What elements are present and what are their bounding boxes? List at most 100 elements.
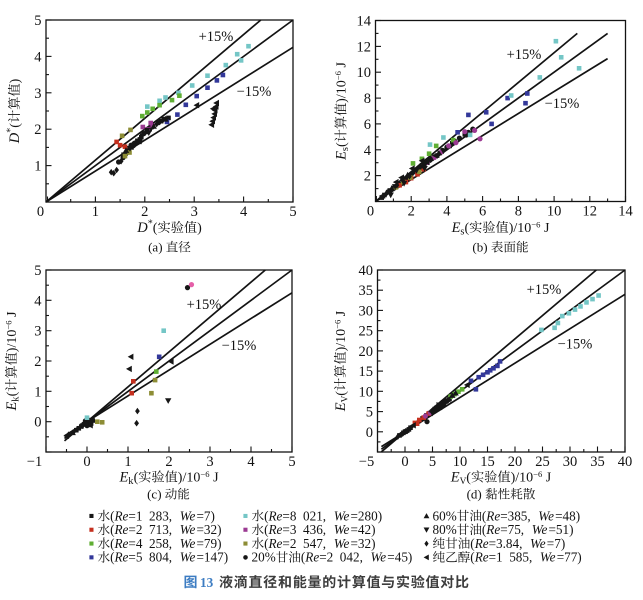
svg-text:14: 14 xyxy=(357,14,372,30)
svg-text:(: ( xyxy=(153,221,158,236)
svg-text:−6: −6 xyxy=(3,320,13,330)
svg-text:0: 0 xyxy=(34,415,41,431)
svg-text:12: 12 xyxy=(357,39,372,55)
svg-text:5: 5 xyxy=(289,204,296,220)
svg-text:14: 14 xyxy=(618,204,633,220)
svg-text:12: 12 xyxy=(583,204,598,220)
svg-text:−6: −6 xyxy=(531,219,541,229)
svg-text:J: J xyxy=(542,471,552,486)
svg-text:=5 804,: =5 804, xyxy=(128,550,172,565)
svg-text:Re: Re xyxy=(114,536,129,551)
svg-text:J: J xyxy=(210,471,220,486)
svg-text:20%: 20% xyxy=(252,550,276,565)
svg-text:0: 0 xyxy=(83,454,90,470)
svg-text:E: E xyxy=(333,402,349,412)
svg-text:Re: Re xyxy=(268,508,283,523)
svg-text:1: 1 xyxy=(92,204,99,220)
svg-text:=1 585,: =1 585, xyxy=(489,550,533,565)
svg-text:+15%: +15% xyxy=(199,29,234,45)
svg-text:35: 35 xyxy=(590,454,605,470)
svg-text:=8 021,: =8 021, xyxy=(282,508,326,523)
svg-text:3: 3 xyxy=(34,324,41,340)
svg-text:)/10: )/10 xyxy=(509,221,532,236)
svg-text:40: 40 xyxy=(618,454,633,470)
svg-text:4: 4 xyxy=(34,49,42,65)
svg-text:+15%: +15% xyxy=(507,47,542,63)
svg-text:)/10: )/10 xyxy=(511,471,534,486)
svg-text:20: 20 xyxy=(359,344,374,360)
svg-text:)/10: )/10 xyxy=(178,471,201,486)
svg-text:−5: −5 xyxy=(359,454,374,470)
svg-text:(: ( xyxy=(470,550,474,565)
svg-text:=2 042,: =2 042, xyxy=(319,550,363,565)
svg-text:(: ( xyxy=(110,508,114,523)
svg-text:2: 2 xyxy=(364,169,371,185)
svg-text:3: 3 xyxy=(206,454,213,470)
svg-text:We: We xyxy=(532,522,548,537)
svg-text:5: 5 xyxy=(288,454,295,470)
svg-text:=3.84,: =3.84, xyxy=(489,536,523,551)
svg-text:25: 25 xyxy=(359,324,374,340)
svg-text:(: ( xyxy=(264,536,268,551)
svg-text:4: 4 xyxy=(34,293,42,309)
svg-text:10: 10 xyxy=(359,384,374,400)
svg-text:Re: Re xyxy=(474,550,489,565)
svg-text:We: We xyxy=(180,550,196,565)
svg-text:10: 10 xyxy=(547,204,562,220)
svg-text:E: E xyxy=(4,402,20,412)
svg-text:=1 283,: =1 283, xyxy=(128,508,172,523)
svg-text:4: 4 xyxy=(364,143,372,159)
svg-text:20: 20 xyxy=(508,454,523,470)
svg-text:V: V xyxy=(340,395,350,402)
svg-text:=2 713,: =2 713, xyxy=(128,522,172,537)
svg-text:Re: Re xyxy=(114,508,129,523)
svg-text:Re: Re xyxy=(114,550,129,565)
svg-text:2: 2 xyxy=(34,122,41,138)
svg-text:0: 0 xyxy=(367,204,374,220)
svg-text:Re: Re xyxy=(485,508,500,523)
svg-text:J: J xyxy=(5,311,20,321)
svg-text:2: 2 xyxy=(165,454,172,470)
svg-text:E: E xyxy=(450,470,460,486)
svg-text:30: 30 xyxy=(563,454,578,470)
svg-text:−6: −6 xyxy=(332,319,342,329)
svg-text:5: 5 xyxy=(429,454,436,470)
svg-text:10: 10 xyxy=(357,65,372,81)
svg-text:(: ( xyxy=(465,221,470,236)
svg-text:J: J xyxy=(334,310,349,320)
svg-text:40: 40 xyxy=(359,263,374,279)
svg-text:(: ( xyxy=(264,508,268,523)
svg-text:(: ( xyxy=(134,471,139,486)
svg-text:Re: Re xyxy=(485,522,500,537)
svg-text:We: We xyxy=(180,536,196,551)
svg-text:5: 5 xyxy=(34,263,41,279)
svg-text:4: 4 xyxy=(443,204,451,220)
svg-text:=280): =280) xyxy=(351,508,383,523)
svg-text:(: ( xyxy=(335,142,350,147)
svg-text:+15%: +15% xyxy=(187,297,222,313)
svg-text:): ) xyxy=(8,78,23,83)
svg-text:−6: −6 xyxy=(333,70,343,80)
svg-text:)/10: )/10 xyxy=(334,329,349,352)
svg-text:1: 1 xyxy=(34,159,41,175)
svg-text:6: 6 xyxy=(479,204,486,220)
svg-text:D: D xyxy=(136,220,148,236)
svg-text:*: * xyxy=(148,219,153,230)
svg-text:=4 258,: =4 258, xyxy=(128,536,172,551)
svg-text:5: 5 xyxy=(366,405,373,421)
svg-text:−15%: −15% xyxy=(237,84,272,100)
svg-text:(: ( xyxy=(264,522,268,537)
svg-text:=32): =32) xyxy=(351,536,376,551)
svg-text:We: We xyxy=(334,536,350,551)
svg-text:Re: Re xyxy=(114,522,129,537)
svg-text:=147): =147) xyxy=(197,550,229,565)
svg-text:s: s xyxy=(340,147,351,151)
svg-text:We: We xyxy=(538,508,554,523)
svg-text:(: ( xyxy=(110,522,114,537)
svg-text:*: * xyxy=(6,128,17,133)
svg-text:=51): =51) xyxy=(549,522,574,537)
svg-text:)/10: )/10 xyxy=(5,330,20,353)
svg-text:1: 1 xyxy=(34,384,41,400)
svg-text:(c): (c) xyxy=(147,487,165,502)
svg-text:=48): =48) xyxy=(555,508,580,523)
